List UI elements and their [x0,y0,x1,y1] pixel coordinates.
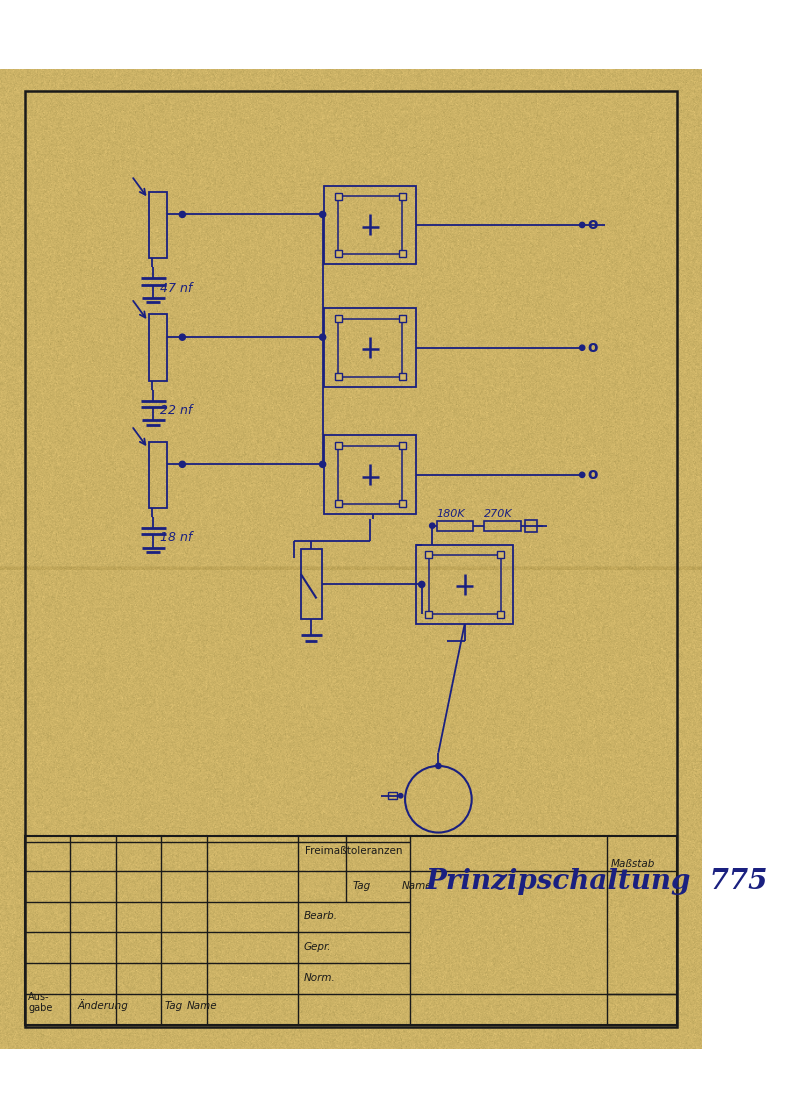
Bar [399,500,406,508]
Text: 22 nf: 22 nf [161,405,193,417]
Text: Tag: Tag [165,1001,183,1011]
Bar [525,520,538,532]
Text: Prinzipschaltung  775: Prinzipschaltung 775 [426,868,769,894]
Circle shape [179,211,186,218]
Text: Maßstab: Maßstab [611,859,655,869]
Text: Norm.: Norm. [303,973,335,983]
Bar [399,250,406,257]
Text: o: o [587,340,598,356]
Text: Änderung: Änderung [77,998,128,1011]
Text: o: o [587,217,598,233]
Circle shape [418,581,425,587]
Bar [335,250,342,257]
Circle shape [319,462,326,467]
Circle shape [179,462,186,467]
Bar [399,315,406,322]
Circle shape [398,794,403,798]
Circle shape [436,764,441,768]
Bar [335,373,342,380]
Text: o: o [587,467,598,482]
Text: Freimaßtoleranzen: Freimaßtoleranzen [305,845,402,855]
Bar [149,191,166,258]
Bar [484,521,521,531]
Bar [437,521,474,531]
Text: Name: Name [402,881,432,891]
Circle shape [579,222,585,228]
Circle shape [430,523,435,529]
Bar [335,500,342,508]
Bar [338,446,402,504]
Bar [301,549,322,619]
Bar [324,309,417,387]
Circle shape [179,334,186,340]
Circle shape [319,334,326,340]
Bar [25,836,677,1024]
Bar [149,442,166,509]
Bar [389,793,397,799]
Text: Name: Name [186,1001,218,1011]
Bar [335,443,342,449]
Text: Tag: Tag [353,881,370,891]
Bar [399,192,406,199]
Bar [335,192,342,199]
Text: 270K: 270K [484,510,513,520]
Bar [429,555,501,614]
Bar [324,186,417,265]
Text: 18 nf: 18 nf [161,531,193,544]
Circle shape [579,472,585,477]
Bar [417,544,513,624]
Bar [399,373,406,380]
Bar [497,551,504,558]
Bar [338,319,402,377]
Circle shape [579,345,585,350]
Bar [335,315,342,322]
Text: 180K: 180K [437,510,466,520]
Bar [338,196,402,254]
Bar [426,610,432,618]
Bar [324,435,417,514]
Bar [399,443,406,449]
Text: Aus-
gabe: Aus- gabe [28,992,53,1013]
Text: Bearb.: Bearb. [303,911,338,921]
Bar [426,551,432,558]
Circle shape [319,211,326,218]
Bar [149,314,166,381]
Text: Gepr.: Gepr. [303,942,331,953]
Text: 47 nf: 47 nf [161,282,193,294]
Bar [497,610,504,618]
